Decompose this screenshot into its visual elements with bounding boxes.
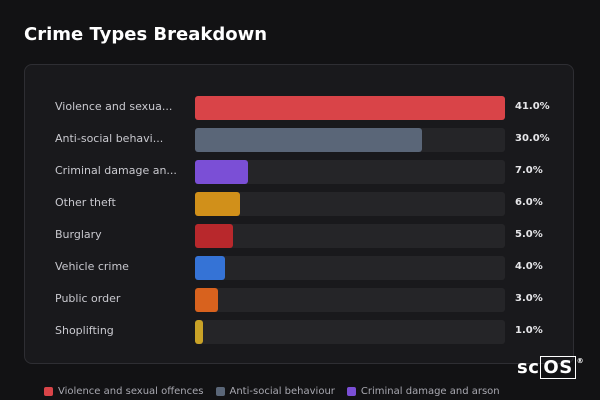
legend-item[interactable]: Anti-social behaviour [215,386,335,397]
watermark-prefix: sc [517,357,540,378]
legend-item[interactable]: Criminal damage and arson [346,386,500,397]
bar[interactable] [195,256,226,280]
category-label: Anti-social behavi... [55,132,164,145]
registered-mark-icon: ® [576,357,585,365]
bar-row: Burglary 5.0% [25,224,573,248]
bar-row: Other theft 6.0% [25,192,573,216]
bar-row: Violence and sexua... 41.0% [25,96,573,120]
bar-row: Vehicle crime 4.0% [25,256,573,280]
category-label: Burglary [55,228,102,241]
chart-title: Crime Types Breakdown [24,24,268,45]
value-label: 41.0% [515,101,550,112]
category-label: Public order [55,292,121,305]
bar[interactable] [195,128,422,152]
legend-swatch [215,387,225,396]
value-label: 7.0% [515,165,543,176]
bar[interactable] [195,96,505,120]
category-label: Criminal damage an... [55,164,177,177]
category-label: Vehicle crime [55,260,129,273]
bar[interactable] [195,160,248,184]
legend-label: Violence and sexual offences [58,386,204,397]
bar-track [195,96,505,120]
bar-track [195,224,505,248]
legend-label: Anti-social behaviour [229,386,335,397]
bar-track [195,320,505,344]
value-label: 3.0% [515,293,543,304]
bar-row: Shoplifting 1.0% [25,320,573,344]
bar[interactable] [195,224,233,248]
category-label: Other theft [55,196,116,209]
bar-row: Public order 3.0% [25,288,573,312]
value-label: 5.0% [515,229,543,240]
value-label: 4.0% [515,261,543,272]
legend-swatch [44,387,53,396]
chart-panel: Violence and sexua... 41.0% Anti-social be… [24,64,574,364]
chart-legend: Violence and sexual offences Anti-social … [44,386,500,397]
bar-track [195,192,505,216]
category-label: Shoplifting [55,324,114,337]
value-label: 1.0% [515,325,543,336]
bar-row: Anti-social behavi... 30.0% [25,128,573,152]
watermark-logo: sc OS ® [517,356,585,379]
legend-label: Criminal damage and arson [360,386,500,397]
bar-track [195,256,505,280]
value-label: 6.0% [515,197,543,208]
legend-swatch [346,387,356,396]
watermark-boxed: OS [540,356,576,379]
bar-track [195,288,505,312]
bar[interactable] [195,192,241,216]
bar-track [195,128,505,152]
bar-row: Criminal damage an... 7.0% [25,160,573,184]
value-label: 30.0% [515,133,550,144]
bar[interactable] [195,288,218,312]
category-label: Violence and sexua... [55,100,173,113]
legend-item[interactable]: Violence and sexual offences [44,386,204,397]
bar[interactable] [195,320,203,344]
bar-track [195,160,505,184]
